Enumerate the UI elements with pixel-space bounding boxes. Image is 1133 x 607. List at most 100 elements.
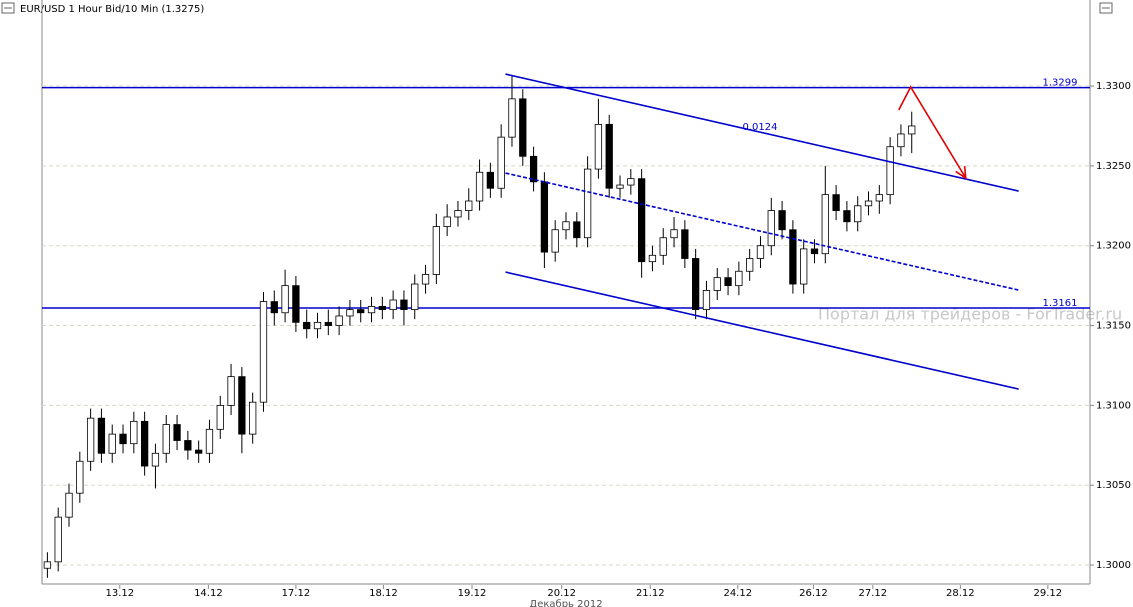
y-tick-label: 1.3150 — [1096, 321, 1131, 332]
candle-body — [746, 258, 754, 272]
arrow-line — [898, 85, 967, 179]
candle-body — [86, 417, 95, 462]
arrow-head — [955, 166, 967, 180]
candle-body — [583, 168, 592, 239]
candle-body — [508, 98, 516, 138]
x-tick-label: 26.12 — [799, 588, 828, 599]
candle-body — [886, 146, 894, 196]
candle-body — [184, 440, 192, 451]
x-tick-label: 17.12 — [282, 588, 311, 599]
candle-body — [270, 301, 278, 314]
corner-icon — [1099, 2, 1113, 14]
candle-body — [335, 315, 343, 326]
candle-body — [76, 460, 84, 494]
x-tick-label: 19.12 — [458, 588, 487, 599]
channel-label: 0.0124 — [743, 122, 778, 133]
candle-body — [400, 299, 408, 310]
candle-body — [637, 178, 646, 263]
candle-body — [432, 226, 440, 275]
candle-body — [346, 309, 354, 317]
candle-body — [519, 98, 527, 157]
x-tick-label: 27.12 — [859, 588, 888, 599]
candle-body — [162, 424, 170, 454]
y-tick-label: 1.3050 — [1096, 480, 1131, 491]
candle-body — [756, 245, 765, 259]
level-label: 1.3161 — [1043, 298, 1078, 309]
candle-body — [713, 277, 721, 291]
candle-body — [821, 194, 829, 255]
candle-body — [854, 205, 862, 223]
candle-body — [54, 516, 62, 563]
candle-body — [421, 274, 430, 285]
candle-body — [65, 492, 73, 518]
candle-body — [702, 290, 711, 310]
y-tick-label: 1.3100 — [1096, 400, 1131, 411]
candle-body — [367, 305, 376, 314]
candle-body — [724, 277, 732, 287]
candle-body — [119, 433, 127, 445]
x-tick-label: 29.12 — [1034, 588, 1063, 599]
candle-body — [454, 210, 462, 218]
candle-body — [692, 258, 700, 310]
candle-body — [151, 452, 160, 467]
candle-body — [130, 420, 138, 445]
y-tick-label: 1.3200 — [1096, 241, 1131, 252]
candle-body — [627, 178, 635, 186]
candle-body — [389, 299, 397, 310]
candle-body — [195, 449, 203, 454]
candle-body — [897, 133, 905, 148]
candle-body — [540, 181, 549, 253]
y-tick-label: 1.3300 — [1096, 81, 1131, 92]
trend-line — [505, 271, 1019, 390]
chart-title: EUR/USD 1 Hour Bid/10 Min (1.3275) — [20, 4, 204, 15]
candle-body — [605, 123, 613, 189]
x-tick-label: 18.12 — [369, 588, 398, 599]
candle-body — [681, 229, 689, 259]
trend-line — [505, 73, 1019, 192]
candle-body — [789, 229, 797, 285]
corner-icon — [1, 2, 15, 14]
x-tick-label: 13.12 — [105, 588, 134, 599]
candle-body — [497, 136, 505, 189]
y-tick-label: 1.3250 — [1096, 161, 1131, 172]
x-axis-label: Декабрь 2012 — [529, 599, 602, 607]
watermark: Портал для трейдеров - ForTrader.ru — [818, 305, 1122, 324]
candle-body — [378, 305, 386, 310]
x-tick-label: 14.12 — [194, 588, 223, 599]
candle-body — [475, 171, 484, 202]
candle-body — [562, 221, 570, 231]
x-tick-label: 20.12 — [547, 588, 576, 599]
candle-body — [411, 283, 419, 310]
candle-body — [227, 376, 235, 406]
candle-body — [43, 561, 52, 569]
candle-body — [292, 285, 300, 323]
candle-body — [281, 285, 289, 314]
candle-body — [800, 248, 808, 285]
candle-body — [551, 229, 559, 253]
candle-body — [173, 424, 181, 441]
candle-body — [875, 194, 883, 202]
candle-body — [140, 420, 149, 467]
candle-body — [216, 404, 224, 430]
candle-body — [659, 237, 667, 256]
candle-body — [238, 376, 246, 435]
candle-body — [908, 125, 916, 135]
candle-body — [616, 184, 624, 189]
candle-body — [670, 229, 678, 239]
candle-body — [465, 200, 473, 211]
candle-body — [303, 321, 311, 330]
candle-body — [357, 309, 365, 314]
candle-body — [735, 270, 743, 287]
x-tick-label: 24.12 — [723, 588, 752, 599]
candle-body — [648, 254, 657, 263]
level-label: 1.3299 — [1043, 78, 1078, 89]
candle-body — [843, 210, 851, 223]
candle-body — [810, 248, 819, 255]
candle-body — [864, 200, 873, 207]
candle-body — [594, 123, 603, 170]
candle-body — [108, 433, 116, 454]
candle-body — [324, 321, 332, 326]
x-tick-label: 21.12 — [636, 588, 665, 599]
